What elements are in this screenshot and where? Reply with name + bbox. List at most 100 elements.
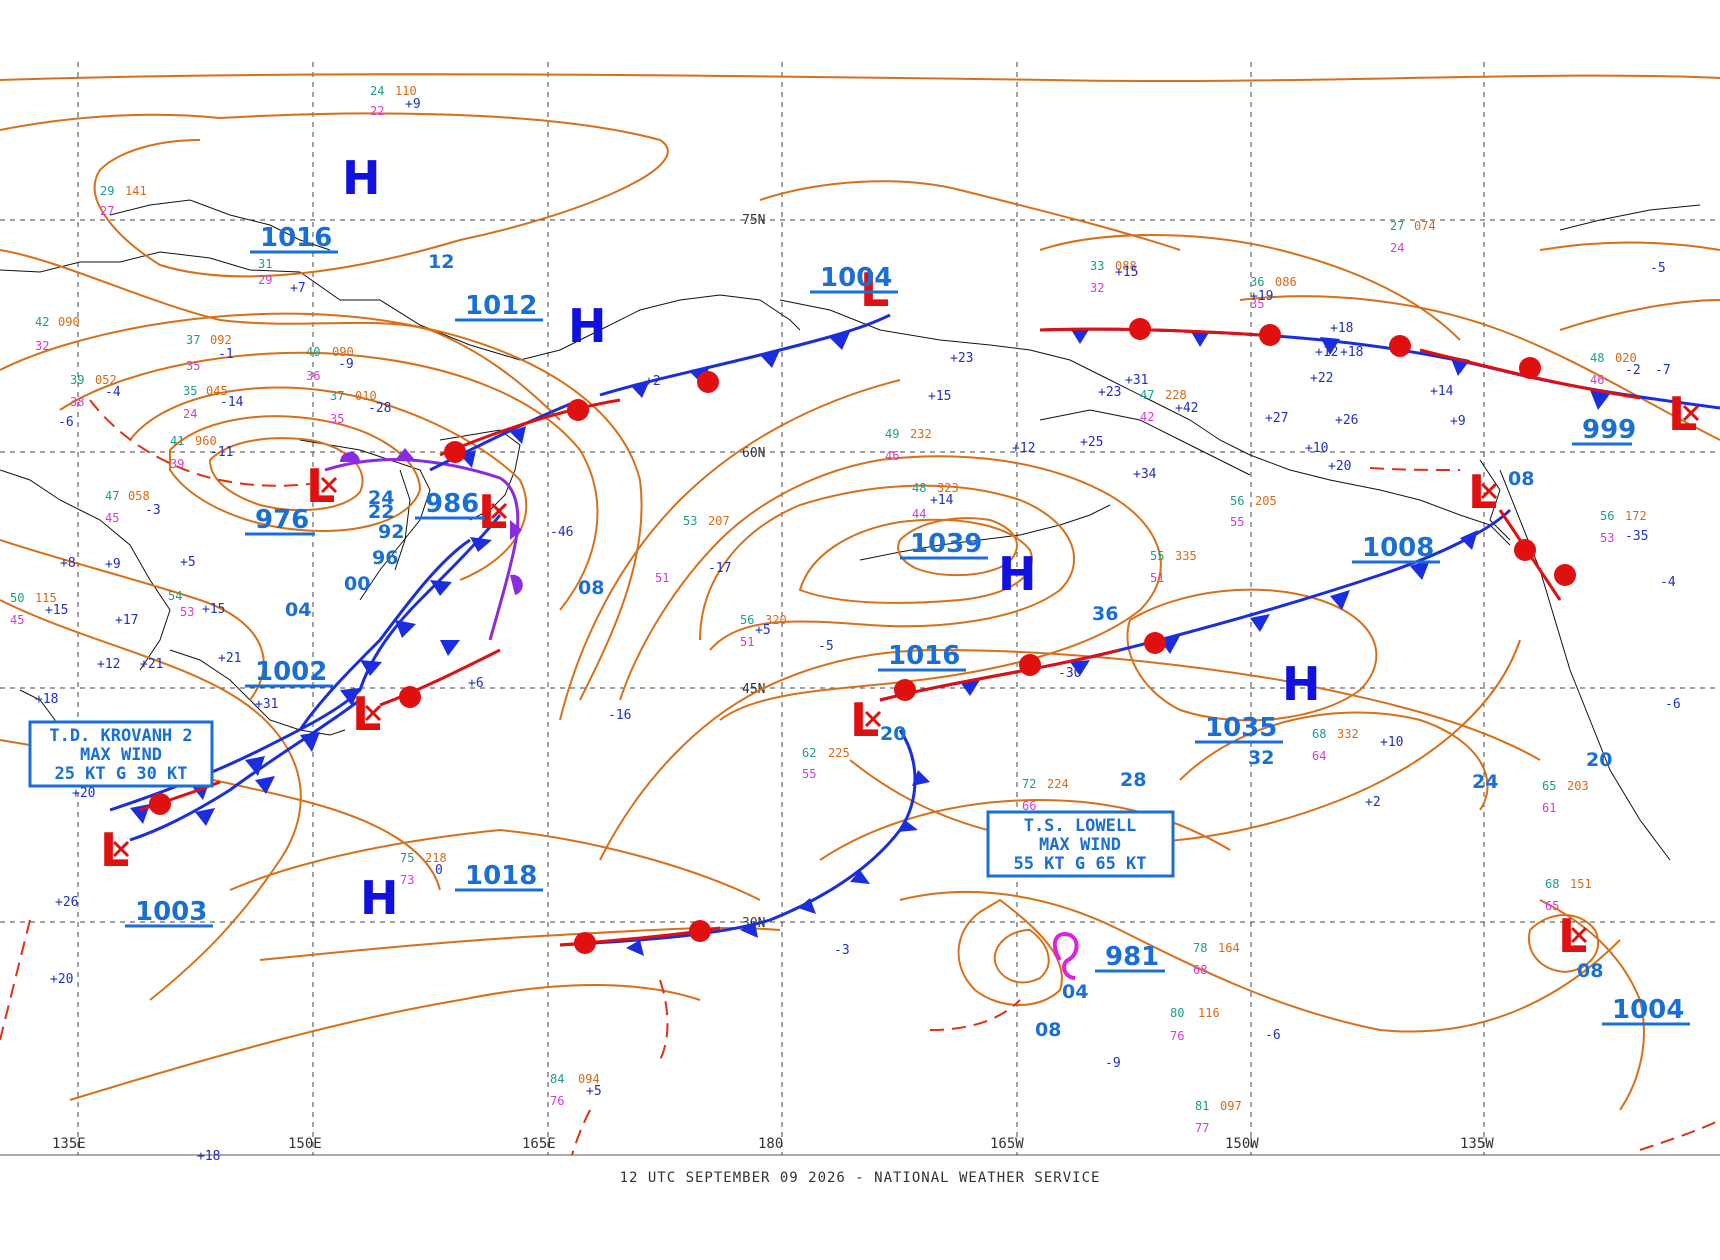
svg-text:+20: +20 bbox=[1328, 459, 1351, 474]
svg-text:-3: -3 bbox=[834, 943, 850, 958]
high-center-2: H 1012 bbox=[455, 291, 607, 353]
high-center-5: H 1035 bbox=[1195, 657, 1321, 744]
svg-text:-1: -1 bbox=[218, 347, 234, 362]
station-obs-14: 53 207 51 bbox=[655, 514, 730, 585]
cold-front-pips bbox=[130, 328, 1610, 956]
svg-text:68: 68 bbox=[1193, 963, 1207, 977]
isobar-20 bbox=[599, 648, 1541, 861]
station-obs-33: 48 020 46 bbox=[1590, 351, 1637, 387]
pressure-value: 999 bbox=[1582, 415, 1636, 445]
svg-text:+6: +6 bbox=[468, 676, 484, 691]
low-center-6: L 1002 bbox=[245, 657, 381, 741]
station-obs-2: 29 141 27 bbox=[100, 184, 147, 218]
isobar-10 bbox=[0, 599, 302, 1001]
low-symbol: L bbox=[860, 263, 889, 317]
pressure-value: 1008 bbox=[1362, 533, 1434, 563]
svg-text:+25: +25 bbox=[1080, 435, 1103, 450]
station-obs-32: 27 074 24 bbox=[1390, 219, 1436, 255]
high-symbol: H bbox=[342, 151, 381, 205]
svg-text:61: 61 bbox=[1542, 801, 1556, 815]
storm-wind-speed: 25 KT G 30 KT bbox=[54, 764, 187, 784]
station-obs-27: 56 205 55 bbox=[1230, 494, 1277, 529]
isobar-33 bbox=[1528, 914, 1600, 974]
svg-text:35: 35 bbox=[330, 412, 344, 426]
svg-text:56: 56 bbox=[1230, 494, 1244, 508]
svg-text:38: 38 bbox=[70, 395, 84, 409]
svg-text:+26: +26 bbox=[55, 895, 78, 910]
isobar-label: 12 bbox=[428, 251, 454, 273]
isobar-9 bbox=[0, 539, 265, 701]
isobar-label: 04 bbox=[1062, 981, 1088, 1003]
svg-text:56: 56 bbox=[1600, 509, 1614, 523]
svg-text:65: 65 bbox=[1542, 779, 1556, 793]
lon-label-135w: 135W bbox=[1460, 1136, 1494, 1152]
svg-text:-16: -16 bbox=[608, 708, 631, 723]
svg-text:46: 46 bbox=[1590, 373, 1604, 387]
svg-text:64: 64 bbox=[1312, 749, 1326, 763]
lon-label-165e: 165E bbox=[522, 1136, 556, 1152]
svg-text:62: 62 bbox=[802, 746, 816, 760]
cold-front-central bbox=[559, 729, 917, 947]
svg-text:+31: +31 bbox=[1125, 373, 1148, 388]
svg-text:+27: +27 bbox=[1265, 411, 1288, 426]
station-obs-35: 68 332 64 bbox=[1312, 727, 1359, 763]
svg-text:097: 097 bbox=[1220, 1099, 1242, 1113]
low-center-3: L 986 bbox=[415, 485, 507, 539]
isobar-17 bbox=[798, 518, 1033, 604]
svg-text:0: 0 bbox=[435, 863, 443, 878]
lon-label-165w: 165W bbox=[990, 1136, 1024, 1152]
isobar-28 bbox=[1539, 241, 1720, 251]
svg-text:-9: -9 bbox=[338, 357, 354, 372]
svg-text:73: 73 bbox=[400, 873, 414, 887]
svg-text:46: 46 bbox=[885, 449, 899, 463]
svg-text:-28: -28 bbox=[368, 401, 391, 416]
svg-text:092: 092 bbox=[210, 333, 232, 347]
svg-text:76: 76 bbox=[1170, 1029, 1184, 1043]
coast-japan bbox=[169, 649, 346, 736]
svg-text:+18: +18 bbox=[1340, 345, 1363, 360]
isobar-5 bbox=[169, 415, 422, 532]
coast-siberia-north bbox=[109, 199, 331, 251]
isobar-label: 08 bbox=[1035, 1019, 1061, 1041]
high-center-1: H 1016 bbox=[250, 151, 381, 254]
svg-text:+15: +15 bbox=[1115, 265, 1138, 280]
svg-text:-6: -6 bbox=[1665, 697, 1681, 712]
low-center-2: L 976 bbox=[245, 459, 338, 536]
isobar-25 bbox=[759, 180, 1181, 251]
station-obs-28: 49 232 46 bbox=[885, 427, 932, 463]
svg-text:29: 29 bbox=[100, 184, 114, 198]
svg-text:44: 44 bbox=[912, 507, 926, 521]
cold-front-west-3 bbox=[129, 698, 361, 842]
svg-text:224: 224 bbox=[1047, 777, 1069, 791]
svg-text:42: 42 bbox=[35, 315, 49, 329]
graticule bbox=[0, 62, 1720, 1155]
svg-text:-14: -14 bbox=[220, 395, 244, 410]
svg-text:49: 49 bbox=[885, 427, 899, 441]
pressure-centers: H 1016 H 1012 L 1004 L 976 L 986 H bbox=[100, 151, 1700, 1026]
pressure-value: 1035 bbox=[1205, 713, 1277, 743]
svg-text:-11: -11 bbox=[210, 445, 233, 460]
station-obs-9: 37 010 35 bbox=[330, 389, 377, 426]
svg-text:088: 088 bbox=[1115, 259, 1137, 273]
warm-front-pips bbox=[149, 318, 1576, 954]
svg-text:+2: +2 bbox=[1365, 795, 1381, 810]
high-center-3: H 1039 bbox=[900, 529, 1037, 601]
svg-text:+15: +15 bbox=[45, 603, 68, 618]
lon-label-150w: 150W bbox=[1225, 1136, 1259, 1152]
isobar-label: 04 bbox=[285, 599, 311, 621]
svg-text:27: 27 bbox=[1390, 219, 1404, 233]
svg-text:51: 51 bbox=[655, 571, 669, 585]
svg-text:48: 48 bbox=[1590, 351, 1604, 365]
svg-text:960: 960 bbox=[195, 434, 217, 448]
svg-text:320: 320 bbox=[765, 613, 787, 627]
map-footer: 12 UTC SEPTEMBER 09 2026 - NATIONAL WEAT… bbox=[620, 1170, 1101, 1186]
tropical-storm-icon bbox=[1052, 932, 1079, 980]
svg-text:55: 55 bbox=[1150, 549, 1164, 563]
isobar-label: 20 bbox=[880, 723, 906, 745]
station-obs-19: 78 164 68 bbox=[1193, 941, 1240, 977]
svg-text:+19: +19 bbox=[1250, 289, 1273, 304]
svg-text:164: 164 bbox=[1218, 941, 1240, 955]
svg-text:47: 47 bbox=[1140, 388, 1154, 402]
coast-kamchatka bbox=[439, 429, 521, 521]
isobar-label: 92 bbox=[378, 521, 404, 543]
